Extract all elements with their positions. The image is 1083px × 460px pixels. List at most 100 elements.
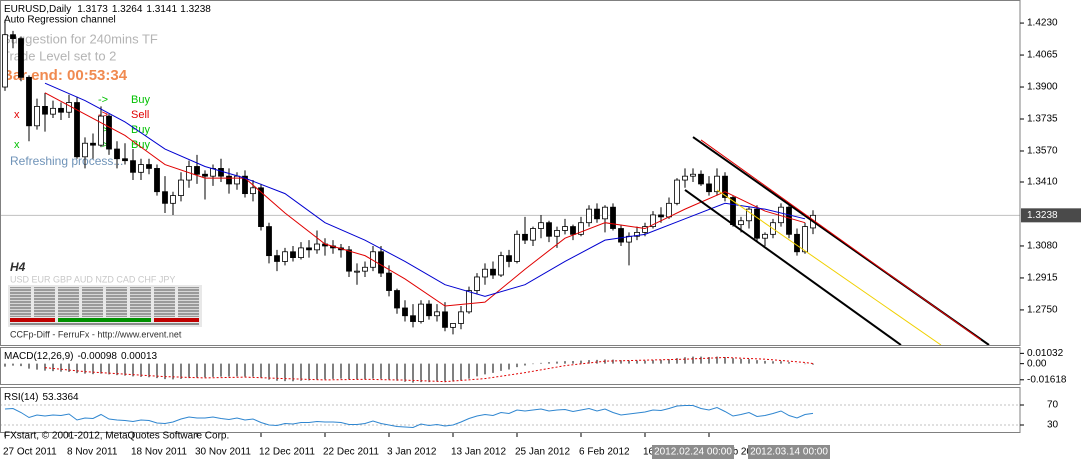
- x-tick-label: 12 Dec 2011: [259, 447, 315, 458]
- strength-bar: [178, 287, 199, 317]
- macd-tick-label: 0.00: [1027, 358, 1047, 369]
- x-tick-label: 13 Jan 2012: [451, 447, 506, 458]
- candle-body: [666, 202, 672, 218]
- candle-body: [242, 175, 248, 195]
- candle-body: [514, 233, 520, 262]
- x-tick-label: 30 Nov 2011: [195, 447, 251, 458]
- strength-bar: [82, 287, 103, 317]
- candle-body: [490, 268, 496, 276]
- candle-body: [362, 266, 368, 272]
- candle-body: [442, 311, 448, 328]
- candle-body: [530, 228, 536, 241]
- time-marker: [748, 445, 830, 459]
- rsi-tick-label: 70: [1047, 400, 1059, 411]
- strength-bar: [34, 287, 55, 317]
- candle-body: [346, 249, 352, 272]
- candle-body: [522, 233, 528, 241]
- candle-body: [658, 214, 664, 218]
- macd-panel: [4, 356, 814, 383]
- rsi-frame: [0, 387, 1021, 433]
- signal-action: Buy: [131, 124, 150, 136]
- y-tick-label: 1.4230: [1027, 18, 1058, 29]
- candle-body: [738, 220, 744, 226]
- signal-arrow: ->: [98, 94, 108, 106]
- signal-action: Sell: [131, 109, 149, 121]
- candle-body: [786, 206, 792, 235]
- candle-body: [794, 233, 800, 253]
- candle-body: [42, 106, 48, 115]
- candle-body: [2, 34, 8, 88]
- chart-subtitle: Auto Regression channel: [4, 15, 116, 26]
- candle-body: [162, 191, 168, 204]
- candle-body: [10, 34, 16, 39]
- candle-body: [410, 315, 416, 322]
- strength-bars: [10, 287, 199, 325]
- rsi-tick-label: 30: [1047, 420, 1059, 431]
- chart-header: EURUSD,Daily 1.3173 1.3264 1.3141 1.3238: [4, 4, 211, 15]
- candle-body: [546, 222, 552, 237]
- rsi-header: RSI(14) 53.3364: [4, 392, 79, 403]
- candle-body: [26, 76, 32, 127]
- macd-tick-label: -0.01618: [1027, 374, 1067, 385]
- candle-body: [234, 175, 240, 185]
- candle-body: [506, 255, 512, 262]
- x-tick-label: 28 Feb 2012: [707, 447, 764, 458]
- trade-level-text: Trade Level set to 2: [2, 48, 116, 63]
- candle-body: [226, 175, 232, 185]
- x-tick-label: 6 Feb 2012: [579, 447, 630, 458]
- last-close: 1.3238: [180, 4, 211, 15]
- candle-body: [498, 255, 504, 276]
- candle-body: [762, 233, 768, 239]
- candle-body: [122, 158, 128, 162]
- rsi-line: [4, 405, 814, 429]
- x-tick-label: 18 Nov 2011: [131, 447, 187, 458]
- candle-body: [178, 179, 184, 196]
- x-tick-label: 22 Dec 2011: [323, 447, 379, 458]
- strength-cell: [58, 318, 151, 322]
- y-tick-label: 1.4065: [1027, 50, 1058, 61]
- price-tag: [1021, 208, 1081, 223]
- time-marker: [652, 445, 734, 459]
- last-low: 1.3141: [146, 4, 177, 15]
- signal-action: Buy: [131, 94, 150, 106]
- candle-body: [570, 226, 576, 235]
- candle-body: [802, 226, 808, 253]
- last-open: 1.3173: [77, 4, 108, 15]
- moving-average: [44, 92, 806, 307]
- signal-action: Buy: [131, 139, 150, 151]
- candle-body: [538, 222, 544, 229]
- candle-body: [618, 228, 624, 243]
- candle-body: [674, 179, 680, 204]
- candle-body: [34, 106, 40, 127]
- time-marker-label: 2012.02.24 00:00: [654, 447, 732, 458]
- candle-body: [474, 276, 480, 291]
- candle-body: [610, 206, 616, 229]
- channel-line: [700, 139, 982, 341]
- candle-body: [194, 166, 200, 175]
- strength-cell: [154, 318, 199, 322]
- candle-body: [298, 247, 304, 258]
- candle-body: [314, 243, 320, 251]
- time-marker-label: 2012.03.14 00:00: [750, 447, 828, 458]
- candle-body: [266, 226, 272, 257]
- rsi-last: 53.3364: [42, 392, 79, 403]
- candle-body: [274, 255, 280, 262]
- price-tag-label: 1.3238: [1027, 210, 1058, 221]
- last-high: 1.3264: [112, 4, 143, 15]
- candle-body: [282, 251, 288, 262]
- strength-bar: [154, 287, 175, 317]
- signal-arrow: ->: [98, 109, 108, 121]
- macd-last: -0.00098: [77, 351, 117, 362]
- candle-body: [586, 208, 592, 224]
- candle-body: [378, 251, 384, 274]
- candle-body: [18, 38, 24, 78]
- candle-body: [250, 187, 256, 195]
- candle-body: [98, 115, 104, 146]
- macd-frame: [0, 347, 1021, 385]
- candle-body: [426, 303, 432, 317]
- candle-body: [562, 226, 568, 231]
- timeframe-label: H4: [10, 260, 26, 274]
- bar-end-text: Bar end: 00:53:34: [2, 67, 128, 84]
- candle-body: [746, 208, 752, 222]
